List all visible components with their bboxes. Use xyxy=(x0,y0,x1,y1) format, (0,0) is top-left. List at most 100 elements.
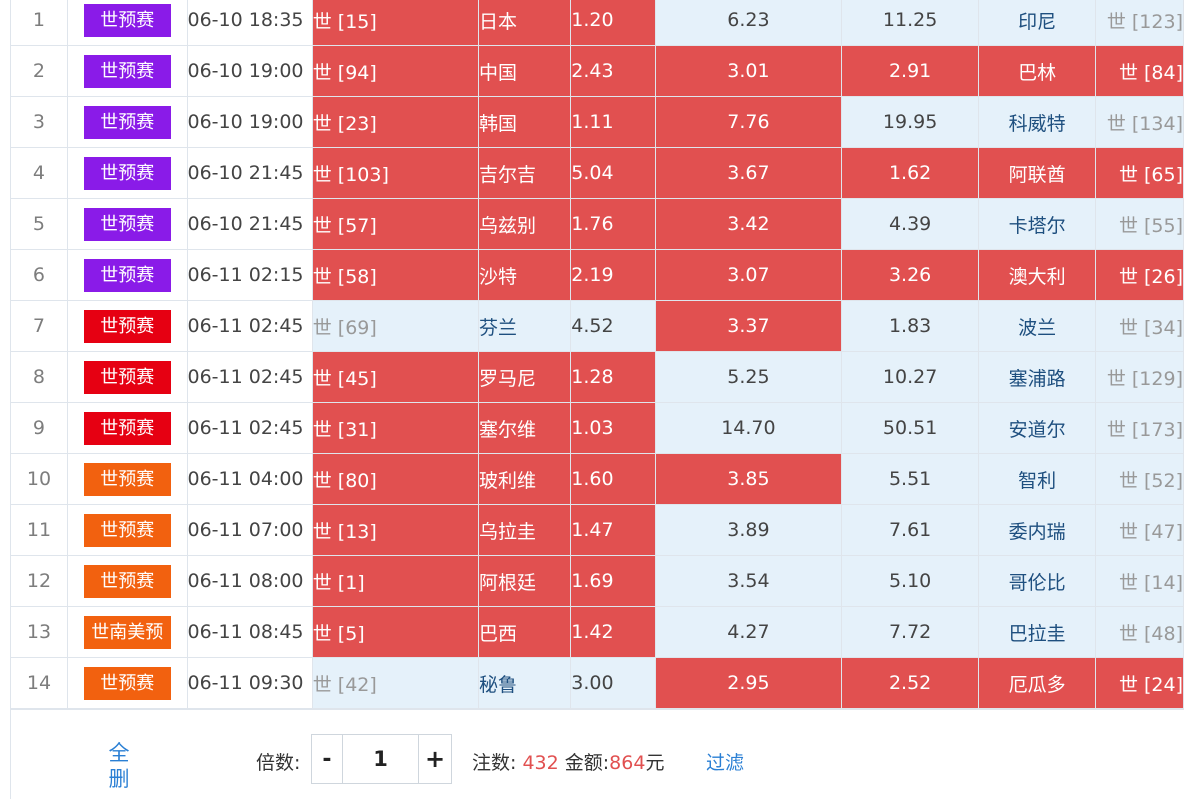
home-team[interactable]: 乌兹别 xyxy=(478,198,572,250)
home-win-odds[interactable]: 1.47 xyxy=(570,504,656,556)
draw-odds[interactable]: 3.01 xyxy=(654,45,843,97)
home-team[interactable]: 乌拉圭 xyxy=(478,504,572,556)
away-rank[interactable]: 世 [123] xyxy=(1095,0,1184,46)
away-win-odds[interactable]: 5.10 xyxy=(841,555,979,607)
away-team[interactable]: 印尼 xyxy=(977,0,1097,46)
home-win-odds[interactable]: 1.11 xyxy=(570,96,656,148)
away-win-odds[interactable]: 2.91 xyxy=(841,45,979,97)
home-rank[interactable]: 世 [42] xyxy=(311,657,480,709)
home-rank[interactable]: 世 [58] xyxy=(311,249,480,301)
away-win-odds[interactable]: 50.51 xyxy=(841,402,979,454)
draw-odds[interactable]: 3.67 xyxy=(654,147,843,199)
home-win-odds[interactable]: 1.28 xyxy=(570,351,656,403)
home-team[interactable]: 秘鲁 xyxy=(478,657,572,709)
home-team[interactable]: 罗马尼 xyxy=(478,351,572,403)
home-rank[interactable]: 世 [13] xyxy=(311,504,480,556)
away-rank[interactable]: 世 [52] xyxy=(1095,453,1184,505)
home-win-odds[interactable]: 3.00 xyxy=(570,657,656,709)
away-win-odds[interactable]: 4.39 xyxy=(841,198,979,250)
draw-odds[interactable]: 6.23 xyxy=(654,0,843,46)
home-team[interactable]: 中国 xyxy=(478,45,572,97)
home-team[interactable]: 韩国 xyxy=(478,96,572,148)
home-win-odds[interactable]: 1.60 xyxy=(570,453,656,505)
away-team[interactable]: 智利 xyxy=(977,453,1097,505)
away-win-odds[interactable]: 7.61 xyxy=(841,504,979,556)
away-win-odds[interactable]: 1.83 xyxy=(841,300,979,352)
home-team[interactable]: 日本 xyxy=(478,0,572,46)
home-team[interactable]: 芬兰 xyxy=(478,300,572,352)
draw-odds[interactable]: 14.70 xyxy=(654,402,843,454)
home-rank[interactable]: 世 [45] xyxy=(311,351,480,403)
draw-odds[interactable]: 3.85 xyxy=(654,453,843,505)
away-rank[interactable]: 世 [34] xyxy=(1095,300,1184,352)
home-win-odds[interactable]: 1.20 xyxy=(570,0,656,46)
draw-odds[interactable]: 4.27 xyxy=(654,606,843,658)
home-win-odds[interactable]: 1.42 xyxy=(570,606,656,658)
away-team[interactable]: 卡塔尔 xyxy=(977,198,1097,250)
home-team[interactable]: 吉尔吉 xyxy=(478,147,572,199)
away-rank[interactable]: 世 [47] xyxy=(1095,504,1184,556)
draw-odds[interactable]: 3.07 xyxy=(654,249,843,301)
home-team[interactable]: 沙特 xyxy=(478,249,572,301)
decrease-button[interactable]: - xyxy=(312,735,343,783)
home-win-odds[interactable]: 1.76 xyxy=(570,198,656,250)
draw-odds[interactable]: 5.25 xyxy=(654,351,843,403)
away-rank[interactable]: 世 [84] xyxy=(1095,45,1184,97)
away-team[interactable]: 巴林 xyxy=(977,45,1097,97)
draw-odds[interactable]: 3.42 xyxy=(654,198,843,250)
away-win-odds[interactable]: 10.27 xyxy=(841,351,979,403)
away-team[interactable]: 巴拉圭 xyxy=(977,606,1097,658)
home-rank[interactable]: 世 [31] xyxy=(311,402,480,454)
home-win-odds[interactable]: 5.04 xyxy=(570,147,656,199)
home-rank[interactable]: 世 [15] xyxy=(311,0,480,46)
clear-all-button[interactable]: 全删 xyxy=(108,741,130,791)
draw-odds[interactable]: 3.54 xyxy=(654,555,843,607)
draw-odds[interactable]: 3.37 xyxy=(654,300,843,352)
away-team[interactable]: 哥伦比 xyxy=(977,555,1097,607)
home-rank[interactable]: 世 [80] xyxy=(311,453,480,505)
away-rank[interactable]: 世 [14] xyxy=(1095,555,1184,607)
away-win-odds[interactable]: 3.26 xyxy=(841,249,979,301)
home-win-odds[interactable]: 4.52 xyxy=(570,300,656,352)
home-rank[interactable]: 世 [5] xyxy=(311,606,480,658)
multiplier-input[interactable]: 1 xyxy=(373,747,388,771)
home-rank[interactable]: 世 [103] xyxy=(311,147,480,199)
increase-button[interactable]: + xyxy=(418,735,451,783)
draw-odds[interactable]: 2.95 xyxy=(654,657,843,709)
away-rank[interactable]: 世 [134] xyxy=(1095,96,1184,148)
away-team[interactable]: 委内瑞 xyxy=(977,504,1097,556)
away-win-odds[interactable]: 7.72 xyxy=(841,606,979,658)
away-rank[interactable]: 世 [129] xyxy=(1095,351,1184,403)
away-rank[interactable]: 世 [48] xyxy=(1095,606,1184,658)
home-team[interactable]: 塞尔维 xyxy=(478,402,572,454)
home-win-odds[interactable]: 2.43 xyxy=(570,45,656,97)
away-rank[interactable]: 世 [26] xyxy=(1095,249,1184,301)
away-rank[interactable]: 世 [65] xyxy=(1095,147,1184,199)
away-team[interactable]: 安道尔 xyxy=(977,402,1097,454)
away-team[interactable]: 科威特 xyxy=(977,96,1097,148)
away-rank[interactable]: 世 [24] xyxy=(1095,657,1184,709)
away-rank[interactable]: 世 [55] xyxy=(1095,198,1184,250)
away-win-odds[interactable]: 11.25 xyxy=(841,0,979,46)
draw-odds[interactable]: 7.76 xyxy=(654,96,843,148)
away-team[interactable]: 阿联酋 xyxy=(977,147,1097,199)
away-win-odds[interactable]: 1.62 xyxy=(841,147,979,199)
away-team[interactable]: 波兰 xyxy=(977,300,1097,352)
away-win-odds[interactable]: 19.95 xyxy=(841,96,979,148)
home-rank[interactable]: 世 [57] xyxy=(311,198,480,250)
away-rank[interactable]: 世 [173] xyxy=(1095,402,1184,454)
draw-odds[interactable]: 3.89 xyxy=(654,504,843,556)
home-rank[interactable]: 世 [23] xyxy=(311,96,480,148)
away-team[interactable]: 澳大利 xyxy=(977,249,1097,301)
home-rank[interactable]: 世 [1] xyxy=(311,555,480,607)
home-rank[interactable]: 世 [69] xyxy=(311,300,480,352)
home-team[interactable]: 巴西 xyxy=(478,606,572,658)
away-win-odds[interactable]: 2.52 xyxy=(841,657,979,709)
home-win-odds[interactable]: 1.69 xyxy=(570,555,656,607)
filter-button[interactable]: 过滤 xyxy=(706,752,745,774)
home-team[interactable]: 阿根廷 xyxy=(478,555,572,607)
away-win-odds[interactable]: 5.51 xyxy=(841,453,979,505)
home-team[interactable]: 玻利维 xyxy=(478,453,572,505)
away-team[interactable]: 厄瓜多 xyxy=(977,657,1097,709)
home-win-odds[interactable]: 1.03 xyxy=(570,402,656,454)
